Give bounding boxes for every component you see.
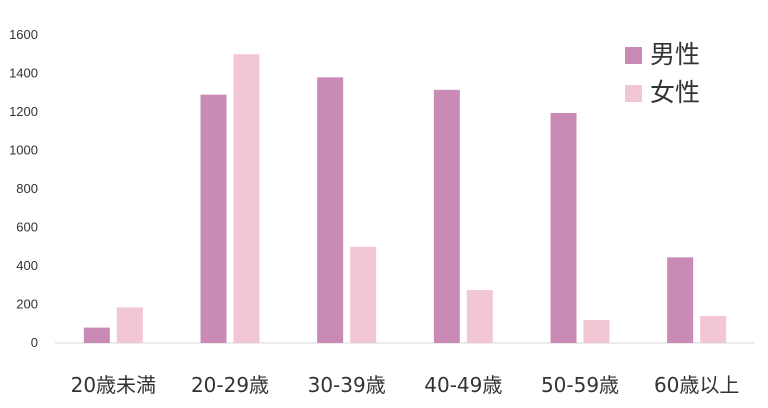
bar-female-4: [583, 319, 610, 343]
bar-female-5: [700, 316, 727, 343]
x-tick-label: 20歳未満: [71, 373, 156, 397]
legend-swatch-female: [625, 85, 642, 102]
y-tick-label: 600: [16, 220, 38, 235]
bar-female-3: [466, 290, 493, 343]
x-axis: 20歳未満 20-29歳 30-39歳 40-49歳 50-59歳 60歳以上: [71, 373, 740, 397]
bar-male-2: [317, 77, 344, 343]
x-tick-label: 20-29歳: [191, 373, 269, 397]
bar-female-2: [350, 246, 377, 343]
y-tick-label: 1600: [9, 27, 38, 42]
bar-male-1: [200, 94, 227, 343]
x-tick-label: 60歳以上: [654, 373, 739, 397]
legend-swatch-male: [625, 47, 642, 64]
legend-label-female: 女性: [650, 78, 700, 107]
y-tick-label: 1000: [9, 143, 38, 158]
bar-female-0: [116, 307, 143, 343]
bar-male-5: [667, 257, 694, 343]
bar-male-0: [83, 327, 110, 343]
bar-male-3: [433, 89, 460, 343]
bar-female-1: [233, 54, 260, 343]
y-tick-label: 800: [16, 181, 38, 196]
bars: [83, 54, 727, 344]
x-tick-label: 30-39歳: [308, 373, 386, 397]
y-tick-label: 200: [16, 297, 38, 312]
legend-label-male: 男性: [650, 40, 700, 69]
x-tick-label: 40-49歳: [424, 373, 502, 397]
y-tick-label: 1200: [9, 104, 38, 119]
y-axis: 0 200 400 600 800 1000 1200 1400 1600: [9, 27, 38, 350]
bar-male-4: [550, 112, 577, 344]
y-tick-label: 400: [16, 258, 38, 273]
x-tick-label: 50-59歳: [541, 373, 619, 397]
y-tick-label: 1400: [9, 66, 38, 81]
y-tick-label: 0: [31, 335, 38, 350]
